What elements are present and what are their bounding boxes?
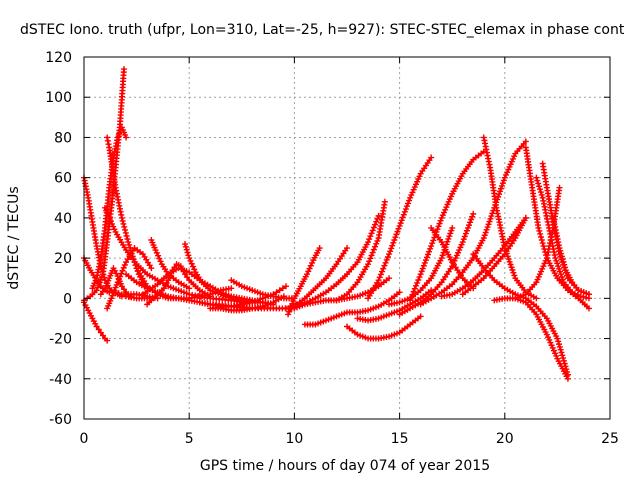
series-markers [104,245,155,312]
data-series-17 [207,293,287,314]
y-tick-label: 120 [45,50,72,66]
series-markers [344,313,424,342]
y-tick-label: -20 [49,332,72,348]
series-markers [550,214,592,298]
x-tick-label: 5 [185,431,194,447]
data-series-21 [301,289,403,328]
x-tick-label: 10 [285,431,303,447]
axis-ticks: 0 5 10 15 20 25 -60 -40 -20 0 20 40 60 80 100 120 [45,50,619,447]
series-markers [480,134,540,302]
y-tick-label: 60 [54,171,72,187]
y-tick-label: 80 [54,130,72,146]
series-markers [207,293,287,314]
data-series-24 [344,313,424,342]
data-series-37 [522,144,592,312]
series-markers [407,148,487,304]
series-markers [291,245,350,310]
series-markers [354,287,435,324]
x-tick-label: 20 [496,431,514,447]
series-markers [365,154,435,302]
chart-title: dSTEC Iono. truth (ufpr, Lon=310, Lat=-2… [20,22,625,38]
y-tick-label: -40 [49,372,72,388]
series-markers [333,198,388,304]
series-markers [512,184,563,302]
x-tick-label: 0 [80,431,89,447]
data-series-23 [333,198,388,304]
data-series-22 [291,245,350,310]
data-series-39 [539,160,592,298]
series-markers [522,144,592,312]
y-tick-label: 40 [54,211,72,227]
plot-frame [83,56,611,420]
data-series-20 [285,245,323,318]
y-tick-label: 100 [45,90,72,106]
data-series-26 [365,154,435,302]
series-markers [144,261,214,308]
data-series-12 [144,261,214,308]
x-tick-label: 25 [601,431,619,447]
x-axis-title: GPS time / hours of day 074 of year 2015 [200,458,490,474]
data-series-29 [407,148,487,304]
data-series-10 [148,237,193,292]
y-axis-title: dSTEC / TECUs [6,186,22,289]
data-series-8 [104,245,155,312]
y-tick-label: 0 [63,291,72,307]
series-markers [470,251,571,378]
data-series-7 [97,265,134,300]
y-tick-label: 20 [54,251,72,267]
series-markers [285,245,323,318]
series-markers [301,289,403,328]
x-tick-label: 15 [391,431,409,447]
grid [84,57,610,419]
data-series-41 [550,214,592,298]
data-series-25 [354,287,435,324]
y-tick-label: -60 [49,412,72,428]
series-markers [539,160,592,298]
data-series [81,66,592,382]
